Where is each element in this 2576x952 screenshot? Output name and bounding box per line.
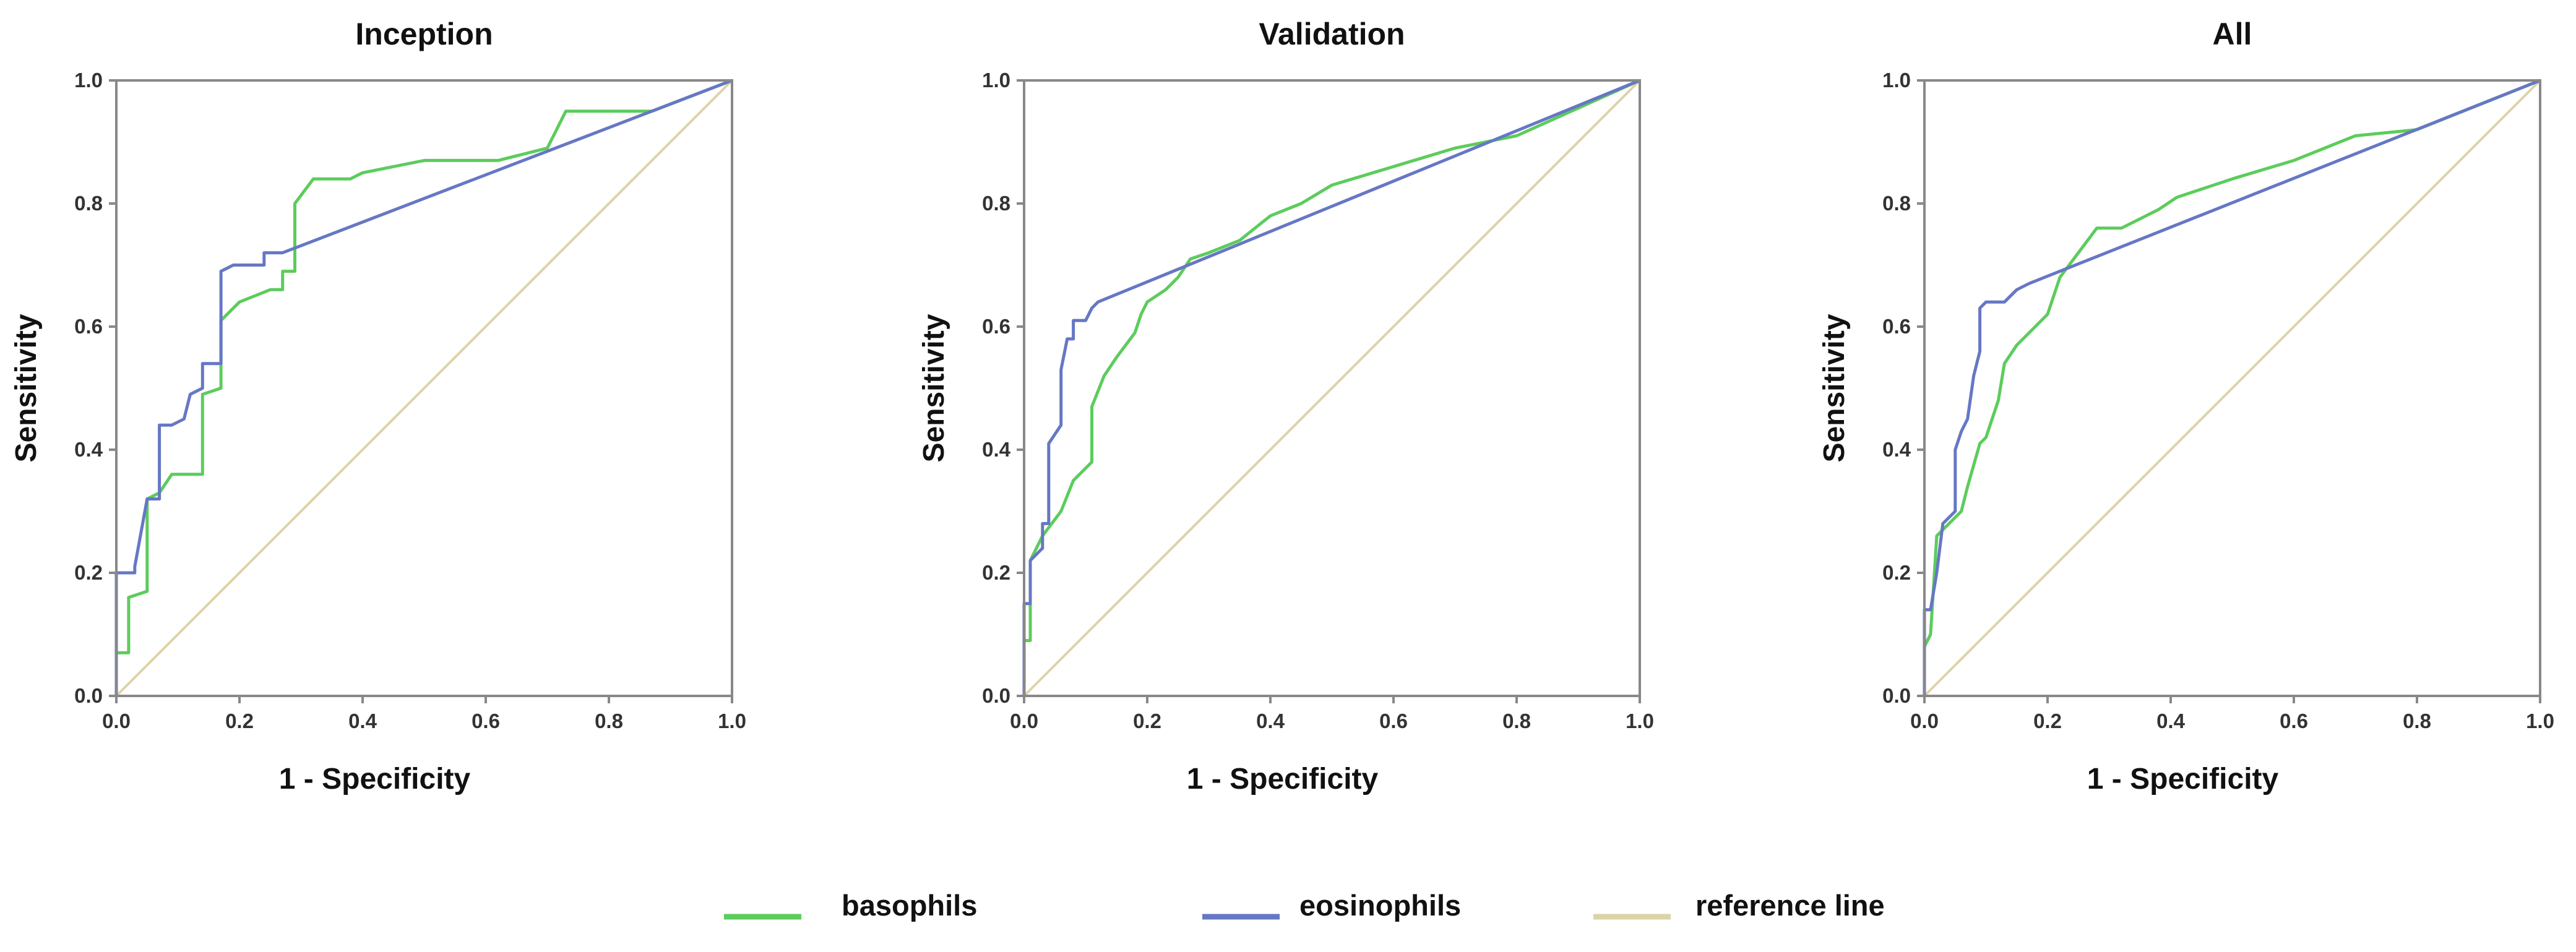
y-tick-label: 0.6	[1882, 315, 1911, 338]
plot-frame	[1923, 79, 2541, 697]
x-tick-label: 1.0	[2526, 710, 2554, 732]
y-axis-label: Sensitivity	[918, 314, 950, 462]
y-tick-label: 0.6	[982, 315, 1010, 338]
series-line-reference-line	[1923, 79, 2541, 697]
x-tick-label: 0.6	[472, 710, 500, 732]
x-tick-label: 0.0	[102, 710, 131, 732]
series-line-eosinophils	[1022, 79, 1640, 696]
y-tick-label: 0.4	[982, 438, 1011, 461]
x-tick-label: 1.0	[718, 710, 746, 732]
chart-inception: Inception 0.0 0.2 0.4 0.6 0.8 1.0 0.0 0.2 0.4 0.6 0…	[10, 17, 746, 795]
series-line-basophils	[1923, 79, 2541, 696]
y-tick-label: 0.2	[1882, 561, 1911, 584]
chart-title: All	[2213, 17, 2252, 51]
plot-frame	[1023, 79, 1641, 697]
y-tick-label: 0.4	[74, 438, 103, 461]
series-line-eosinophils	[1923, 79, 2541, 696]
series-line-eosinophils	[114, 79, 733, 696]
y-tick-label: 0.6	[74, 315, 103, 338]
y-tick-label: 1.0	[1882, 69, 1911, 92]
y-tick-label: 0.0	[1882, 684, 1911, 707]
x-axis-label: 1 - Specificity	[1187, 763, 1379, 795]
chart-all: All 0.0 0.2 0.4 0.6 0.8 1.0 0.0 0.2 0.4 0.6 0.8 1.0 1…	[1818, 17, 2554, 795]
plot-frame	[115, 79, 733, 697]
y-tick-label: 0.8	[1882, 192, 1911, 215]
series-line-reference-line	[115, 79, 733, 697]
series-line-reference-line	[1023, 79, 1641, 697]
x-axis-label: 1 - Specificity	[2087, 763, 2279, 795]
y-tick-label: 0.2	[74, 561, 103, 584]
y-tick-label: 0.0	[982, 684, 1010, 707]
x-tick-label: 0.0	[1010, 710, 1038, 732]
y-axis-label: Sensitivity	[10, 314, 43, 462]
legend-label-reference-line: reference line	[1695, 889, 1885, 922]
x-tick-label: 0.2	[225, 710, 254, 732]
x-tick-label: 0.4	[1256, 710, 1285, 732]
y-tick-label: 0.8	[74, 192, 103, 215]
x-tick-label: 0.6	[1379, 710, 1408, 732]
y-tick-label: 0.4	[1882, 438, 1911, 461]
legend-label-eosinophils: eosinophils	[1299, 889, 1461, 922]
x-tick-label: 0.0	[1910, 710, 1939, 732]
legend: basophils eosinophils reference line	[724, 889, 1885, 922]
x-tick-label: 0.6	[2280, 710, 2308, 732]
y-tick-label: 1.0	[982, 69, 1010, 92]
chart-title: Inception	[355, 17, 493, 51]
chart-validation: Validation 0.0 0.2 0.4 0.6 0.8 1.0 0.0 0.2 0.4 0.6…	[918, 17, 1654, 795]
y-tick-label: 0.2	[982, 561, 1010, 584]
x-axis-label: 1 - Specificity	[279, 763, 471, 795]
x-tick-label: 0.8	[595, 710, 623, 732]
x-tick-label: 0.4	[2156, 710, 2186, 732]
legend-label-basophils: basophils	[842, 889, 977, 922]
x-tick-label: 0.8	[2403, 710, 2431, 732]
y-tick-label: 0.0	[74, 684, 103, 707]
x-tick-label: 0.4	[348, 710, 377, 732]
series-line-basophils	[114, 79, 733, 696]
y-tick-label: 1.0	[74, 69, 103, 92]
y-tick-label: 0.8	[982, 192, 1010, 215]
x-tick-label: 0.2	[2033, 710, 2062, 732]
x-tick-label: 1.0	[1626, 710, 1654, 732]
x-tick-label: 0.8	[1502, 710, 1531, 732]
y-axis-label: Sensitivity	[1818, 314, 1851, 462]
series-line-basophils	[1022, 79, 1641, 696]
chart-title: Validation	[1259, 17, 1405, 51]
x-tick-label: 0.2	[1133, 710, 1161, 732]
